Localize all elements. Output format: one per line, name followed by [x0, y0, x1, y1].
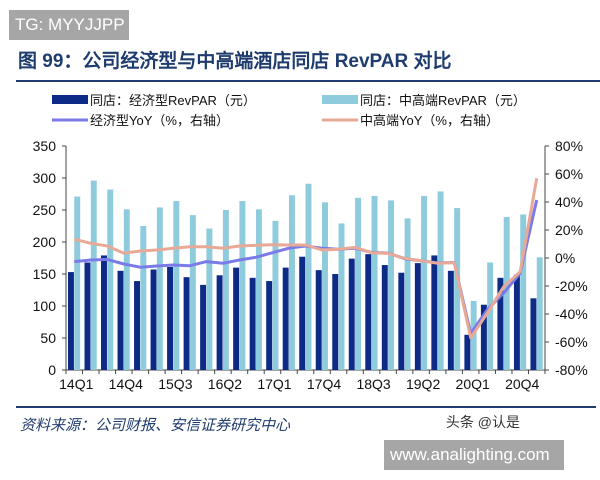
midhigh-bar-14Q2	[90, 180, 97, 370]
x-tick-label: 20Q4	[505, 376, 539, 392]
midhigh-bar-15Q4	[189, 215, 196, 370]
legend-swatch-2	[322, 95, 358, 104]
economy-bar-14Q4	[117, 270, 124, 370]
economy-bar-17Q2	[282, 267, 289, 370]
source-note: 资料来源：公司财报、安信证券研究中心	[20, 416, 291, 434]
midhigh-bar-19Q3	[437, 191, 444, 370]
right-tick-label: 20%	[555, 222, 583, 238]
economy-bar-19Q2	[414, 263, 421, 370]
economy-bar-16Q3	[233, 267, 240, 370]
midhigh-bar-19Q1	[404, 218, 411, 370]
economy-bar-18Q4	[381, 265, 388, 370]
x-tick-label: 18Q3	[356, 376, 390, 392]
economy-bar-20Q1	[464, 334, 471, 370]
midhigh-bar-15Q3	[173, 201, 180, 370]
economy-bar-18Q1	[332, 274, 339, 370]
economy-bar-17Q1	[266, 281, 273, 370]
left-tick-label: 0	[48, 362, 56, 378]
source-divider	[16, 406, 596, 408]
right-tick-label: -80%	[555, 362, 588, 378]
economy-bar-15Q3	[167, 266, 174, 370]
legend-swatch-1	[52, 95, 88, 104]
midhigh-bar-16Q3	[239, 201, 246, 370]
midhigh-bar-20Q2	[487, 262, 494, 370]
midhigh-bar-17Q2	[288, 195, 295, 370]
midhigh-bar-17Q4	[322, 202, 328, 370]
x-tick-label: 16Q2	[208, 376, 242, 392]
economy-bar-18Q2	[348, 258, 355, 370]
midhigh-bar-16Q2	[222, 210, 229, 370]
economy-bar-16Q1	[200, 284, 207, 370]
midhigh-bar-17Q3	[305, 183, 312, 370]
right-tick-label: -60%	[555, 334, 588, 350]
chart-title: 图 99：公司经济型与中高端酒店同店 RevPAR 对比	[18, 51, 452, 72]
economy-bar-20Q2	[480, 304, 487, 370]
legend-label-2: 同店：中高端RevPAR（元）	[360, 93, 526, 108]
watermark-bottom: www.analighting.com	[384, 440, 564, 470]
midhigh-bar-19Q4	[454, 208, 461, 370]
legend-label-4: 中高端YoY（%，右轴）	[360, 113, 499, 128]
legend-label-3: 经济型YoY（%，右轴）	[90, 113, 229, 128]
midhigh-bar-20Q3	[503, 217, 510, 370]
midhigh-bar-16Q1	[206, 228, 213, 370]
economy-bar-15Q4	[183, 277, 190, 370]
economy-bar-19Q4	[447, 270, 454, 370]
midhigh-bar-14Q3	[107, 189, 114, 370]
economy-bar-16Q4	[249, 277, 256, 370]
economy-bar-15Q1	[134, 281, 140, 370]
right-tick-label: 80%	[555, 138, 583, 154]
right-tick-label: 0%	[555, 250, 575, 266]
left-tick-label: 100	[33, 298, 57, 314]
midhigh-yoy-line	[73, 177, 539, 340]
midhigh-bar-21Q1	[536, 257, 543, 370]
watermark-top: TG: MYYJJPP	[9, 10, 129, 40]
left-tick-label: 200	[33, 234, 57, 250]
x-tick-label: 17Q4	[307, 376, 341, 392]
economy-bar-19Q3	[431, 255, 438, 370]
title-divider	[16, 80, 600, 82]
right-tick-label: 40%	[555, 194, 583, 210]
economy-bar-15Q2	[150, 269, 157, 370]
left-tick-label: 150	[33, 266, 57, 282]
left-tick-label: 350	[33, 138, 57, 154]
midhigh-bar-15Q1	[140, 226, 147, 370]
midhigh-bar-18Q3	[371, 195, 378, 370]
midhigh-bar-14Q4	[123, 209, 130, 370]
x-tick-label: 14Q1	[59, 376, 93, 392]
economy-bar-17Q3	[299, 256, 306, 370]
midhigh-bar-16Q4	[255, 209, 262, 370]
right-tick-label: -40%	[555, 306, 588, 322]
x-tick-label: 19Q2	[406, 376, 440, 392]
right-tick-label: 60%	[555, 166, 583, 182]
midhigh-bar-14Q1	[74, 196, 81, 370]
credit-watermark: 头条 @认是	[445, 414, 520, 430]
economy-bar-21Q1	[530, 298, 537, 370]
midhigh-bar-19Q2	[421, 195, 428, 370]
left-tick-label: 300	[33, 170, 57, 186]
midhigh-bar-17Q1	[272, 220, 279, 370]
left-tick-label: 50	[40, 330, 56, 346]
economy-bar-14Q2	[84, 262, 91, 370]
midhigh-bar-18Q2	[355, 197, 361, 370]
midhigh-bar-15Q2	[156, 207, 163, 370]
economy-bar-20Q3	[497, 277, 504, 370]
economy-bar-20Q4	[513, 274, 520, 370]
economy-bar-19Q1	[398, 272, 405, 370]
economy-bar-18Q3	[365, 254, 372, 370]
right-tick-label: -20%	[555, 278, 588, 294]
economy-bar-17Q4	[315, 270, 322, 370]
x-tick-label: 20Q1	[456, 376, 490, 392]
x-tick-label: 17Q1	[257, 376, 291, 392]
midhigh-bar-18Q1	[338, 223, 345, 370]
midhigh-bar-18Q4	[388, 200, 395, 370]
economy-bar-14Q1	[67, 272, 74, 370]
economy-bar-16Q2	[216, 275, 223, 370]
legend-label-1: 同店：经济型RevPAR（元）	[90, 93, 256, 108]
left-tick-label: 250	[33, 202, 57, 218]
x-tick-label: 15Q3	[158, 376, 192, 392]
midhigh-bar-20Q4	[520, 214, 527, 370]
economy-bar-14Q3	[101, 255, 107, 370]
x-tick-label: 14Q4	[109, 376, 143, 392]
